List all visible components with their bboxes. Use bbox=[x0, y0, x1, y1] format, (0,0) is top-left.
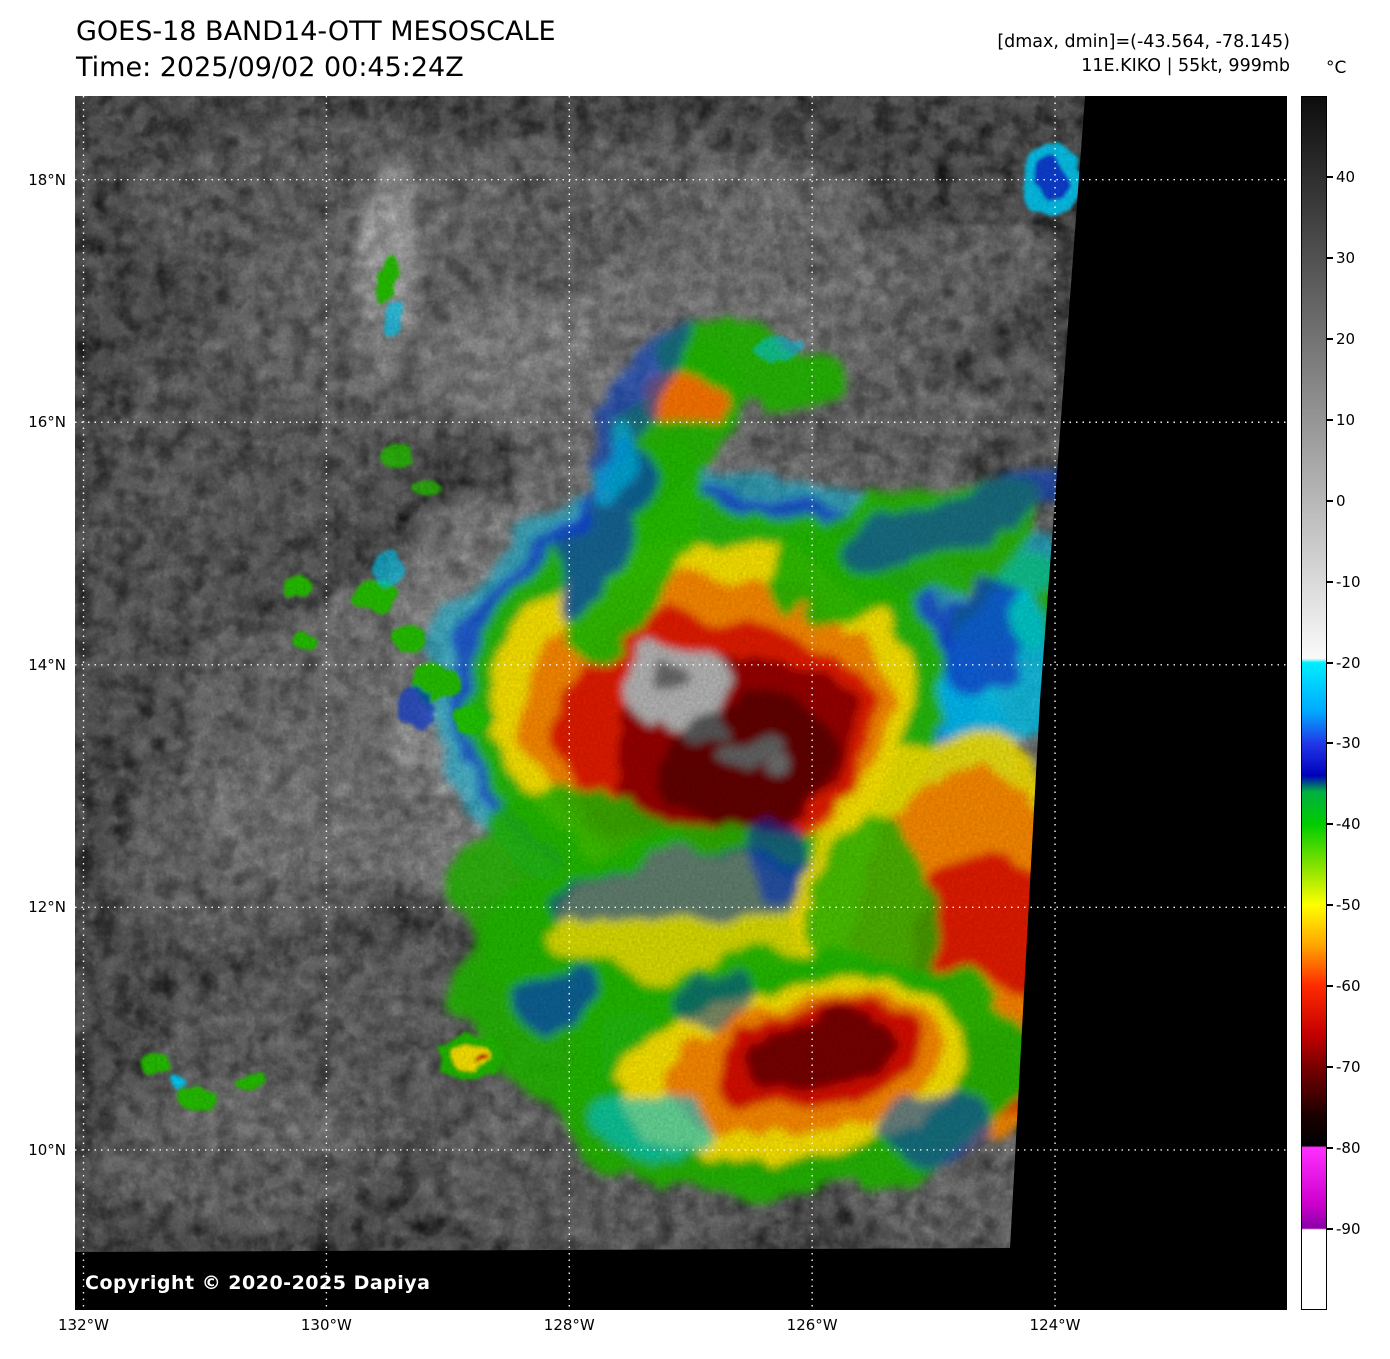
colorbar-tickmark bbox=[1327, 1147, 1333, 1150]
lon-tick-label: 130°W bbox=[300, 1316, 352, 1334]
colorbar-tickmark bbox=[1327, 337, 1333, 340]
lon-tick-label: 126°W bbox=[786, 1316, 838, 1334]
plot-time: Time: 2025/09/02 00:45:24Z bbox=[76, 52, 464, 83]
colorbar-tick-label: 40 bbox=[1336, 167, 1356, 186]
dmax-dmin-readout: [dmax, dmin]=(-43.564, -78.145) bbox=[997, 32, 1290, 52]
satellite-canvas bbox=[75, 96, 1287, 1310]
film-grain bbox=[75, 96, 1085, 1252]
lat-tick-label: 10°N bbox=[28, 1140, 66, 1159]
colorbar-tickmark bbox=[1327, 742, 1333, 745]
colorbar-tick-label: -60 bbox=[1336, 977, 1361, 996]
lat-tick-label: 18°N bbox=[28, 170, 66, 189]
colorbar-unit-label: °C bbox=[1326, 58, 1347, 78]
data-swath bbox=[75, 96, 1085, 1252]
colorbar-tickmark bbox=[1327, 256, 1333, 259]
lon-tick-label: 128°W bbox=[543, 1316, 595, 1334]
colorbar-tickmark bbox=[1327, 823, 1333, 826]
lon-tick-label: 132°W bbox=[58, 1316, 109, 1334]
lat-tick-label: 12°N bbox=[28, 898, 66, 917]
colorbar-tickmark bbox=[1327, 499, 1333, 502]
colorbar-tick-label: -10 bbox=[1336, 572, 1361, 591]
satellite-map bbox=[75, 96, 1287, 1310]
colorbar-tick-label: 30 bbox=[1336, 248, 1356, 267]
colorbar-tick-label: -30 bbox=[1336, 734, 1361, 753]
colorbar-tickmark bbox=[1327, 985, 1333, 988]
colorbar-tickmark bbox=[1327, 661, 1333, 664]
colorbar-tickmark bbox=[1327, 1066, 1333, 1069]
colorbar-tickmark bbox=[1327, 175, 1333, 178]
colorbar-tick-label: 20 bbox=[1336, 329, 1356, 348]
lat-tick-label: 14°N bbox=[28, 655, 66, 674]
plot-title: GOES-18 BAND14-OTT MESOSCALE bbox=[76, 16, 556, 47]
colorbar-tickmark bbox=[1327, 580, 1333, 583]
colorbar-tickmark bbox=[1327, 418, 1333, 421]
lon-tick-label: 124°W bbox=[1029, 1316, 1081, 1334]
gridlines bbox=[75, 96, 1287, 1310]
header-info: [dmax, dmin]=(-43.564, -78.145) 11E.KIKO… bbox=[997, 30, 1290, 78]
colorbar-tickmark bbox=[1327, 1228, 1333, 1231]
colorbar-tick-label: -50 bbox=[1336, 896, 1361, 915]
colorbar-tick-label: -70 bbox=[1336, 1058, 1361, 1077]
lat-tick-label: 16°N bbox=[28, 413, 66, 432]
colorbar-tick-label: -40 bbox=[1336, 815, 1361, 834]
colorbar-gradient bbox=[1302, 97, 1326, 1309]
colorbar-tick-label: -80 bbox=[1336, 1139, 1361, 1158]
colorbar-tickmark bbox=[1327, 904, 1333, 907]
colorbar-tick-label: -20 bbox=[1336, 653, 1361, 672]
copyright: Copyright © 2020-2025 Dapiya bbox=[85, 1272, 431, 1294]
colorbar-tick-label: 0 bbox=[1336, 491, 1346, 510]
colorbar-tick-label: 10 bbox=[1336, 410, 1356, 429]
colorbar-tick-label: -90 bbox=[1336, 1220, 1361, 1239]
storm-readout: 11E.KIKO | 55kt, 999mb bbox=[1081, 56, 1290, 76]
colorbar bbox=[1301, 96, 1327, 1310]
